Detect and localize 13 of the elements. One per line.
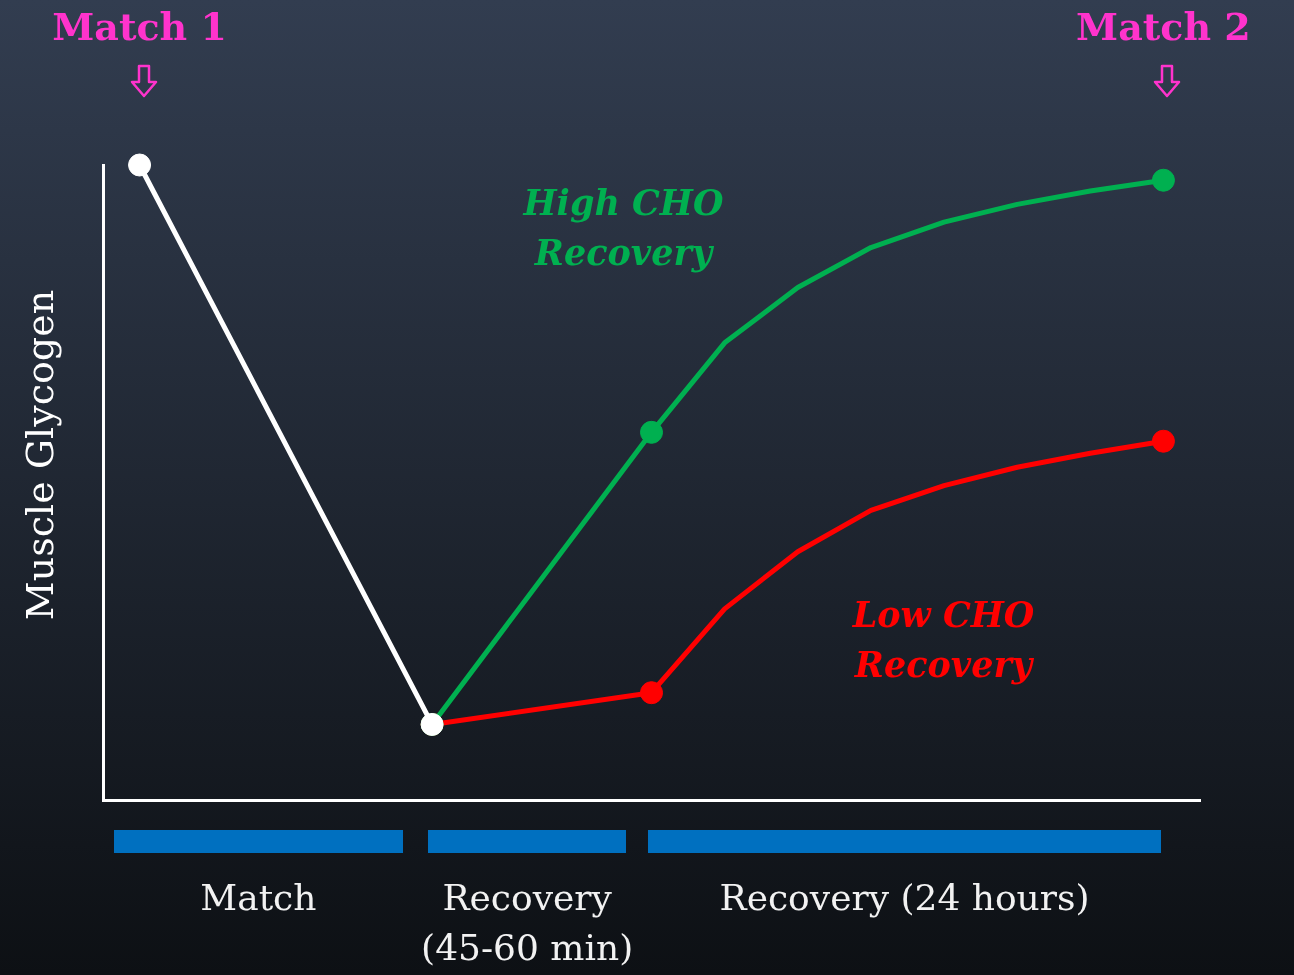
series-label: High CHO Recovery (521, 181, 725, 276)
text: Recovery (45-60 min) (420, 876, 635, 970)
point (640, 681, 663, 705)
point (1151, 168, 1175, 192)
point (640, 420, 663, 444)
point (1151, 429, 1175, 453)
point (128, 153, 152, 177)
series-label: Low CHO Recovery (851, 592, 1036, 687)
text: Match 2 (1076, 4, 1251, 49)
text: Recovery (24 hours) (718, 876, 1091, 920)
text: Match 1 (52, 4, 227, 49)
text: Match (199, 876, 318, 920)
y-axis-title: Muscle Glycogen (18, 289, 62, 621)
